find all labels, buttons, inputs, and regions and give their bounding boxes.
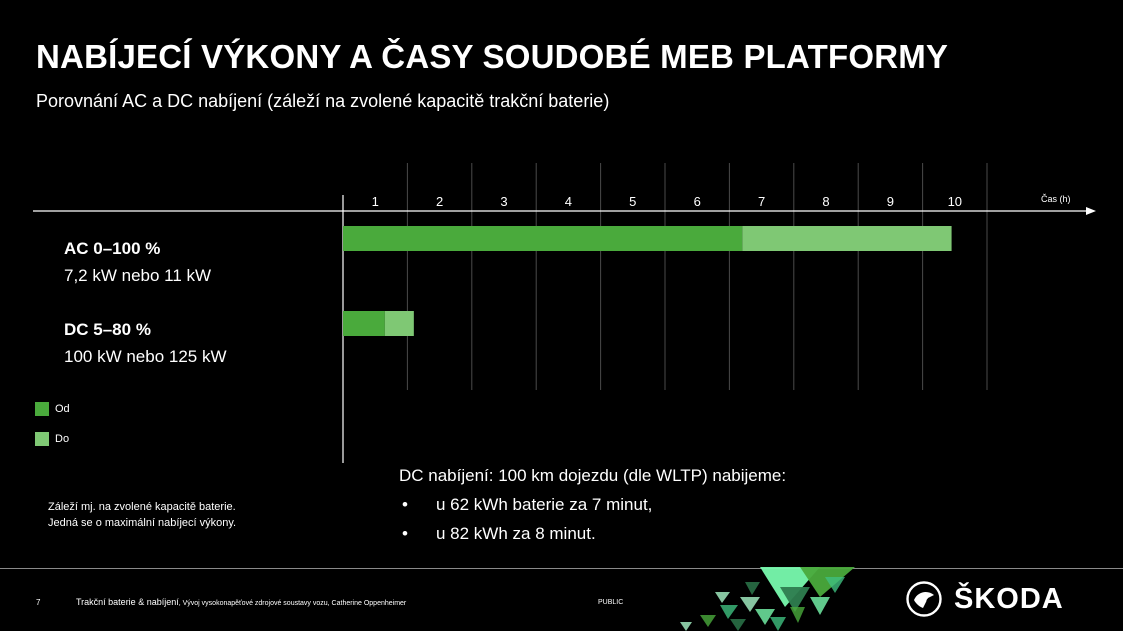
legend-item-od: Od xyxy=(35,402,70,416)
x-axis-label: Čas (h) xyxy=(1041,194,1071,204)
row-label-dc-title: DC 5–80 % xyxy=(64,320,151,339)
decorative-triangle xyxy=(825,577,845,593)
decorative-triangle xyxy=(700,615,716,627)
bar-ac-od xyxy=(343,226,743,251)
dc-info-heading: DC nabíjení: 100 km dojezdu (dle WLTP) n… xyxy=(399,466,787,485)
dc-info-item: u 62 kWh baterie za 7 minut, xyxy=(399,490,786,519)
legend-item-do: Do xyxy=(35,432,69,446)
page-number: 7 xyxy=(36,598,41,607)
footer-caption: Trakční baterie & nabíjení, Vývoj vysoko… xyxy=(76,597,406,607)
x-tick-label: 5 xyxy=(629,194,636,209)
decorative-triangle xyxy=(720,605,738,619)
legend-label-do: Do xyxy=(55,433,70,445)
dc-info-item: u 82 kWh za 8 minut. xyxy=(399,519,786,548)
x-tick-label: 9 xyxy=(887,194,894,209)
legend-swatch-od xyxy=(35,402,49,416)
bar-dc-od xyxy=(343,311,385,336)
capacity-note-line-2: Jedná se o maximální nabíjecí výkony. xyxy=(48,517,237,529)
decorative-triangle xyxy=(740,597,760,612)
legend-label-od: Od xyxy=(55,403,70,415)
x-tick-label: 6 xyxy=(694,194,701,209)
decorative-triangle xyxy=(715,592,730,603)
x-tick-label: 10 xyxy=(948,194,962,209)
decorative-triangle xyxy=(745,582,760,595)
bar-dc-do xyxy=(384,311,414,336)
dc-info-box: DC nabíjení: 100 km dojezdu (dle WLTP) n… xyxy=(399,461,786,548)
slide-title: NABÍJECÍ VÝKONY A ČASY SOUDOBÉ MEB PLATF… xyxy=(36,38,949,75)
brand: ŠKODA xyxy=(906,581,1064,617)
legend-swatch-do xyxy=(35,432,49,446)
row-label-ac-power: 7,2 kW nebo 11 kW xyxy=(64,266,212,285)
footer-divider xyxy=(0,568,1123,569)
decorative-triangle xyxy=(780,587,810,612)
row-label-ac: AC 0–100 % 7,2 kW nebo 11 kW xyxy=(64,235,211,289)
row-label-dc-power: 100 kW nebo 125 kW xyxy=(64,347,227,366)
decorative-triangle xyxy=(810,597,830,615)
decorative-triangles xyxy=(680,567,855,631)
footer-title: Trakční baterie & nabíjení xyxy=(76,597,179,607)
x-tick-label: 7 xyxy=(758,194,765,209)
decorative-triangle xyxy=(730,619,746,631)
decorative-triangle xyxy=(755,609,775,625)
bar-ac-do xyxy=(742,226,952,251)
x-tick-label: 8 xyxy=(822,194,829,209)
capacity-note: Záleží mj. na zvolené kapacitě baterie. … xyxy=(48,499,236,531)
x-tick-label: 1 xyxy=(372,194,379,209)
x-tick-label: 3 xyxy=(500,194,507,209)
skoda-logo-icon xyxy=(906,581,942,617)
charging-time-chart: 1 2 3 4 5 6 7 8 9 10 Čas (h) xyxy=(33,163,1096,463)
slide-subtitle: Porovnání AC a DC nabíjení (záleží na zv… xyxy=(36,91,610,111)
footer-detail: , Vývoj vysokonapěťové zdrojové soustavy… xyxy=(178,600,407,607)
decorative-triangle xyxy=(770,617,786,631)
decorative-triangle xyxy=(800,567,855,597)
dc-info-list: u 62 kWh baterie za 7 minut, u 82 kWh za… xyxy=(399,490,786,548)
classification-label: PUBLIC xyxy=(598,599,624,606)
decorative-triangle xyxy=(790,607,805,623)
x-tick-label: 4 xyxy=(565,194,572,209)
brand-name: ŠKODA xyxy=(954,582,1064,615)
decorative-triangle xyxy=(680,622,692,631)
x-tick-label: 2 xyxy=(436,194,443,209)
row-label-ac-title: AC 0–100 % xyxy=(64,239,161,258)
capacity-note-line-1: Záleží mj. na zvolené kapacitě baterie. xyxy=(48,501,236,513)
x-axis-arrow xyxy=(1086,207,1096,215)
row-label-dc: DC 5–80 % 100 kW nebo 125 kW xyxy=(64,316,227,370)
